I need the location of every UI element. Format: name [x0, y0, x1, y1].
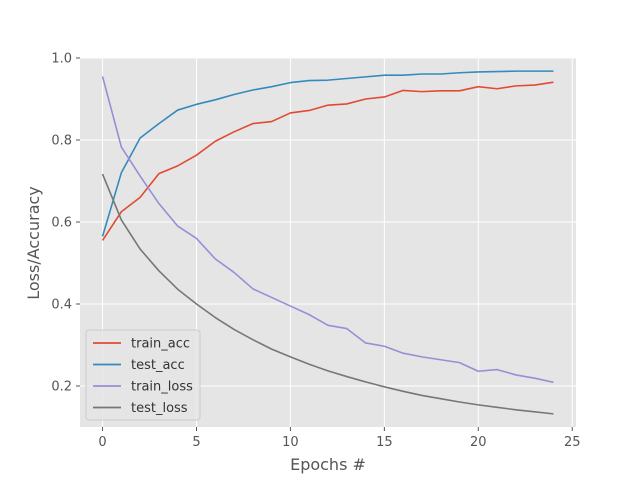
x-tick-label: 5	[192, 435, 200, 450]
y-axis-ticks: 0.2 0.4 0.6 0.8 1.0	[51, 52, 80, 395]
y-tick-label: 1.0	[51, 52, 72, 67]
x-axis-ticks: 0 5 10 15 20 25	[98, 427, 581, 450]
x-tick-label: 0	[98, 435, 106, 450]
series-line-train-acc	[101, 81, 554, 241]
y-tick-label: 0.4	[51, 298, 72, 313]
x-tick-label: 10	[282, 435, 299, 450]
y-tick-label: 0.2	[51, 380, 72, 395]
x-tick-label: 15	[376, 435, 393, 450]
y-axis-label: Loss/Accuracy	[24, 186, 43, 300]
series-line-train-loss	[101, 76, 554, 384]
y-tick-label: 0.8	[51, 134, 72, 149]
legend-label-train-loss: train_loss	[131, 380, 193, 395]
series-line-test-loss	[101, 173, 554, 415]
legend-label-test-acc: test_acc	[131, 358, 185, 373]
legend-box	[85, 329, 201, 421]
legend-label-train-acc: train_acc	[131, 337, 190, 352]
x-tick-label: 25	[564, 435, 581, 450]
legend: train_acc test_acc train_loss test_loss	[85, 329, 201, 421]
y-tick-label: 0.6	[51, 216, 72, 231]
legend-label-test-loss: test_loss	[131, 401, 188, 416]
gridlines	[80, 57, 576, 427]
series-line-test-acc	[101, 70, 554, 237]
series-lines	[101, 70, 554, 415]
x-tick-label: 20	[470, 435, 487, 450]
legend-items: train_acc test_acc train_loss test_loss	[93, 337, 193, 416]
x-axis-label: Epochs #	[290, 455, 366, 474]
